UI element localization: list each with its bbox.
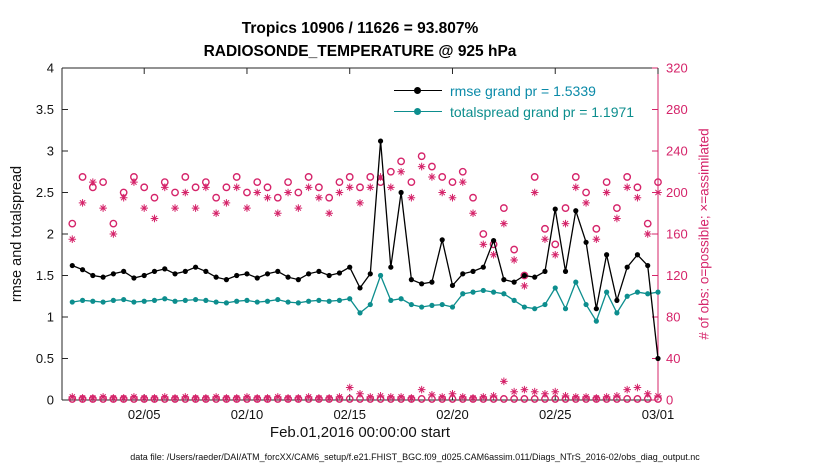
legend-label-totalspread: totalspread grand pr = 1.1971	[450, 103, 635, 120]
left-axis-label: rmse and totalspread	[9, 165, 25, 303]
svg-text:1.5: 1.5	[36, 268, 54, 283]
x-axis-label: Feb.01,2016 00:00:00 start	[269, 424, 451, 441]
svg-text:80: 80	[666, 310, 680, 325]
possible-obs-series	[68, 152, 662, 280]
legend: rmse grand pr = 1.5339 totalspread grand…	[390, 78, 639, 124]
svg-text:200: 200	[666, 185, 688, 200]
svg-text:120: 120	[666, 268, 688, 283]
svg-text:02/15: 02/15	[333, 407, 366, 422]
svg-text:160: 160	[666, 227, 688, 242]
svg-text:240: 240	[666, 144, 688, 159]
svg-text:0: 0	[666, 393, 673, 408]
svg-text:3.5: 3.5	[36, 102, 54, 117]
totalspread-sample-dot	[414, 107, 421, 115]
legend-item-rmse: rmse grand pr = 1.5339	[394, 80, 634, 101]
svg-text:320: 320	[666, 61, 688, 76]
figure-title-line1: Tropics 10906 / 11626 = 93.807%	[241, 20, 479, 37]
data-file-caption: data file: /Users/raeder/DAI/ATM_forcXX/…	[130, 452, 700, 462]
svg-text:02/05: 02/05	[128, 407, 161, 422]
svg-text:02/10: 02/10	[231, 407, 264, 422]
svg-text:40: 40	[666, 351, 680, 366]
figure-title-line2: RADIOSONDE_TEMPERATURE @ 925 hPa	[203, 43, 517, 60]
rmse-series	[69, 138, 661, 362]
right-axis-ticks: 0 40 80 120 160 200 240 280 320	[652, 61, 688, 408]
totalspread-line-sample	[394, 105, 442, 119]
legend-label-rmse: rmse grand pr = 1.5339	[450, 82, 596, 99]
legend-item-totalspread: totalspread grand pr = 1.1971	[394, 101, 634, 122]
svg-text:280: 280	[666, 102, 688, 117]
rmse-line-sample	[394, 84, 442, 98]
svg-text:4: 4	[47, 61, 54, 76]
svg-text:02/20: 02/20	[436, 407, 469, 422]
svg-text:02/25: 02/25	[539, 407, 572, 422]
svg-text:2.5: 2.5	[36, 185, 54, 200]
totalspread-series	[69, 272, 661, 324]
assimilated-near-zero-series	[68, 377, 662, 402]
right-axis-label: # of obs: o=possible; ×=assimilated	[696, 128, 712, 340]
svg-text:0: 0	[47, 393, 54, 408]
x-axis-ticks: 02/05 02/10 02/15 02/20 02/25 03/01	[128, 68, 674, 422]
svg-text:03/01: 03/01	[642, 407, 675, 422]
left-axis-ticks: 0 0.5 1 1.5 2 2.5 3 3.5 4	[36, 61, 68, 408]
svg-text:2: 2	[47, 227, 54, 242]
svg-text:0.5: 0.5	[36, 351, 54, 366]
rmse-sample-dot	[414, 86, 421, 94]
svg-text:1: 1	[47, 310, 54, 325]
svg-text:3: 3	[47, 144, 54, 159]
assimilated-obs-series	[68, 162, 662, 290]
